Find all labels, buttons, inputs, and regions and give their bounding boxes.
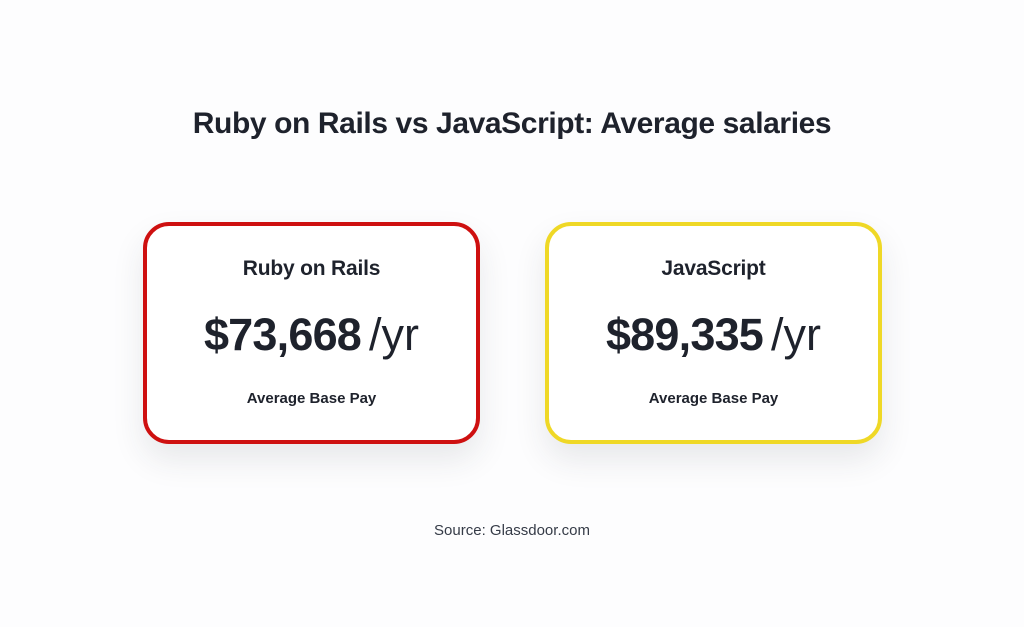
salary-amount-ruby-on-rails: $73,668 bbox=[203, 309, 362, 360]
salary-cards-row: Ruby on Rails $73,668/yr Average Base Pa… bbox=[143, 222, 882, 444]
ruby-on-rails-card: Ruby on Rails $73,668/yr Average Base Pa… bbox=[143, 222, 480, 444]
javascript-card: JavaScript $89,335/yr Average Base Pay bbox=[545, 222, 882, 444]
page-title: Ruby on Rails vs JavaScript: Average sal… bbox=[192, 107, 832, 140]
salary-period-ruby-on-rails: /yr bbox=[369, 309, 420, 360]
salary-caption-ruby-on-rails: Average Base Pay bbox=[246, 390, 377, 407]
source-attribution: Source: Glassdoor.com bbox=[434, 522, 590, 539]
salary-value-javascript: $89,335/yr bbox=[606, 308, 821, 361]
salary-period-javascript: /yr bbox=[771, 309, 822, 360]
card-title-ruby-on-rails: Ruby on Rails bbox=[242, 257, 381, 280]
salary-value-ruby-on-rails: $73,668/yr bbox=[204, 308, 419, 361]
salary-caption-javascript: Average Base Pay bbox=[648, 390, 779, 407]
salary-amount-javascript: $89,335 bbox=[605, 309, 764, 360]
card-title-javascript: JavaScript bbox=[661, 257, 766, 280]
